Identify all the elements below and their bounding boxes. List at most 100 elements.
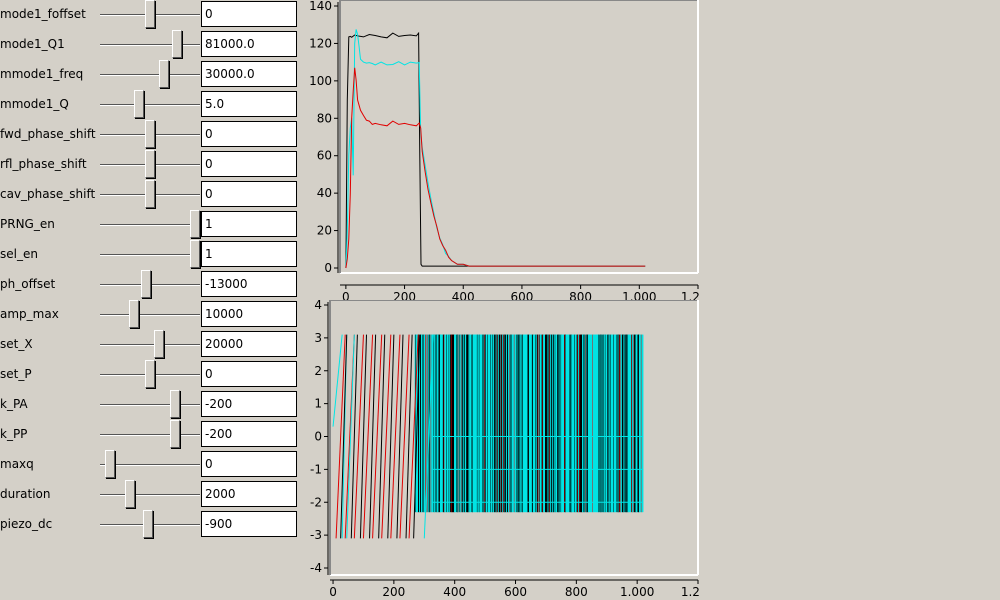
phase-ramp-1-3: [423, 334, 434, 539]
slider-thumb[interactable]: [190, 210, 200, 238]
slider-thumb[interactable]: [128, 300, 139, 328]
slider-thumb[interactable]: [154, 330, 164, 358]
control-row-ph_offset: ph_offset: [0, 270, 300, 300]
y-tick-label: 3: [314, 331, 322, 345]
y-tick-label: 120: [309, 36, 332, 50]
y-tick-label: 140: [309, 0, 332, 13]
control-row-set_P: set_P: [0, 360, 300, 390]
slider-track[interactable]: [100, 74, 200, 76]
value-input[interactable]: [201, 61, 297, 87]
control-label: maxq: [0, 457, 34, 471]
control-row-maxq: maxq: [0, 450, 300, 480]
slider-thumb[interactable]: [145, 0, 155, 28]
x-tick-label: 400: [443, 585, 466, 599]
control-row-piezo_dc: piezo_dc: [0, 510, 300, 540]
slider-track[interactable]: [100, 104, 200, 106]
control-label: mmode1_freq: [0, 67, 84, 81]
phase-ramp-2-8: [413, 334, 421, 539]
value-input[interactable]: [201, 391, 297, 417]
y-tick-label: -4: [310, 561, 322, 575]
control-label: cav_phase_shift: [0, 187, 96, 201]
slider-thumb[interactable]: [170, 420, 181, 448]
slider-thumb[interactable]: [170, 390, 181, 418]
x-tick-label: 200: [393, 290, 416, 300]
slider-track[interactable]: [100, 344, 200, 346]
slider-thumb[interactable]: [145, 120, 155, 148]
control-row-PRNG_en: PRNG_en: [0, 210, 300, 240]
slider-track[interactable]: [100, 494, 200, 496]
y-tick-label: 60: [317, 149, 332, 163]
control-label: rfl_phase_shift: [0, 157, 87, 171]
slider-thumb[interactable]: [140, 270, 151, 298]
value-input[interactable]: [201, 91, 297, 117]
slider-thumb[interactable]: [125, 480, 136, 508]
slider-thumb[interactable]: [158, 60, 169, 88]
slider-thumb[interactable]: [134, 90, 145, 118]
value-input[interactable]: [201, 271, 297, 297]
control-label: duration: [0, 487, 51, 501]
value-input[interactable]: [201, 511, 297, 537]
y-tick-label: 100: [309, 74, 332, 88]
value-input[interactable]: [201, 1, 297, 27]
y-tick-label: -2: [310, 495, 322, 509]
x-tick-label: 200: [382, 585, 405, 599]
slider-thumb[interactable]: [190, 240, 200, 268]
control-row-amp_max: amp_max: [0, 300, 300, 330]
value-input[interactable]: [201, 121, 297, 147]
phase-ramp-2-2: [359, 334, 367, 539]
control-row-mode1_Q1: mode1_Q1: [0, 30, 300, 60]
value-input[interactable]: [201, 151, 297, 177]
slider-track[interactable]: [100, 254, 200, 256]
slider-track[interactable]: [100, 44, 200, 46]
control-row-sel_en: sel_en: [0, 240, 300, 270]
x-tick-label: 1.200: [681, 290, 700, 300]
y-tick-label: 20: [317, 224, 332, 238]
control-label: amp_max: [0, 307, 59, 321]
slider-thumb[interactable]: [172, 30, 182, 58]
value-input[interactable]: [201, 421, 297, 447]
control-label: ph_offset: [0, 277, 56, 291]
x-tick-label: 0: [329, 585, 337, 599]
control-row-duration: duration: [0, 480, 300, 510]
phase-ramp-0-5: [381, 334, 392, 539]
x-tick-label: 0: [342, 290, 350, 300]
value-input[interactable]: [201, 241, 297, 267]
slider-track[interactable]: [100, 464, 200, 466]
value-input[interactable]: [201, 31, 297, 57]
phase-ramp-1-0: [332, 334, 343, 427]
value-input[interactable]: [201, 481, 297, 507]
control-row-rfl_phase_shift: rfl_phase_shift: [0, 150, 300, 180]
value-input[interactable]: [201, 361, 297, 387]
control-row-set_X: set_X: [0, 330, 300, 360]
y-tick-label: 1: [314, 397, 322, 411]
value-input[interactable]: [201, 181, 297, 207]
x-tick-label: 1.000: [622, 290, 656, 300]
x-tick-label: 400: [452, 290, 475, 300]
y-tick-label: -3: [310, 528, 322, 542]
slider-thumb[interactable]: [104, 450, 115, 478]
slider-thumb[interactable]: [145, 180, 155, 208]
phase-ramp-0-3: [362, 334, 374, 539]
slider-track[interactable]: [100, 314, 200, 316]
phase-ramp-0-0: [335, 334, 346, 539]
control-label: set_P: [0, 367, 32, 381]
value-input[interactable]: [201, 301, 297, 327]
slider-track[interactable]: [100, 404, 200, 406]
y-tick-label: 80: [317, 111, 332, 125]
control-label: PRNG_en: [0, 217, 55, 231]
x-tick-label: 1.000: [620, 585, 654, 599]
phase-noise-band: [414, 334, 644, 513]
slider-thumb[interactable]: [145, 150, 155, 178]
x-tick-label: 600: [510, 290, 533, 300]
slider-thumb[interactable]: [143, 510, 154, 538]
control-label: fwd_phase_shift: [0, 127, 96, 141]
slider-track[interactable]: [100, 434, 200, 436]
control-label: set_X: [0, 337, 33, 351]
y-tick-label: -1: [310, 462, 322, 476]
slider-track[interactable]: [100, 224, 200, 226]
phase-ramp-2-1: [350, 334, 358, 539]
value-input[interactable]: [201, 451, 297, 477]
slider-thumb[interactable]: [145, 360, 155, 388]
value-input[interactable]: [201, 211, 297, 237]
value-input[interactable]: [201, 331, 297, 357]
